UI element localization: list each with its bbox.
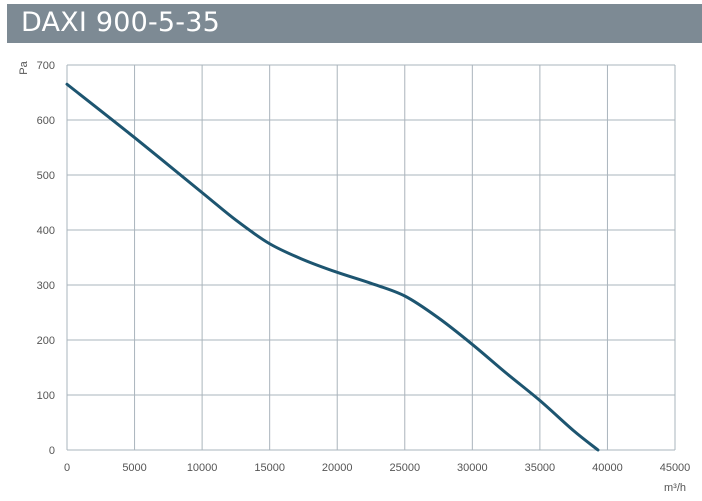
x-tick-label: 45000 — [660, 462, 691, 474]
y-tick-label: 700 — [37, 60, 55, 72]
x-tick-label: 0 — [64, 462, 70, 474]
grid — [66, 64, 676, 451]
x-tick-label: 15000 — [254, 462, 285, 474]
y-tick-label: 200 — [37, 335, 55, 347]
y-tick-label: 100 — [37, 390, 55, 402]
x-tick-labels: 0 5000 10000 15000 20000 25000 30000 35000 40000… — [64, 462, 690, 474]
y-tick-label: 400 — [37, 225, 55, 237]
y-tick-label: 500 — [37, 170, 55, 182]
x-tick-label: 35000 — [525, 462, 556, 474]
series-line — [65, 82, 600, 452]
x-tick-label: 20000 — [322, 462, 353, 474]
x-tick-label: 25000 — [389, 462, 420, 474]
y-axis-label: Pa — [18, 60, 30, 74]
x-tick-label: 10000 — [187, 462, 218, 474]
title-bar: DAXI 900-5-35 — [7, 4, 702, 43]
x-tick-label: 30000 — [457, 462, 488, 474]
x-tick-label: 5000 — [122, 462, 146, 474]
chart-title: DAXI 900-5-35 — [21, 7, 220, 38]
y-tick-label: 300 — [37, 280, 55, 292]
x-tick-label: 40000 — [592, 462, 623, 474]
x-axis-label: m³/h — [664, 482, 686, 494]
y-tick-labels: 0 100 200 300 400 500 600 700 — [37, 60, 55, 457]
y-tick-label: 600 — [37, 115, 55, 127]
y-tick-label: 0 — [49, 445, 55, 457]
